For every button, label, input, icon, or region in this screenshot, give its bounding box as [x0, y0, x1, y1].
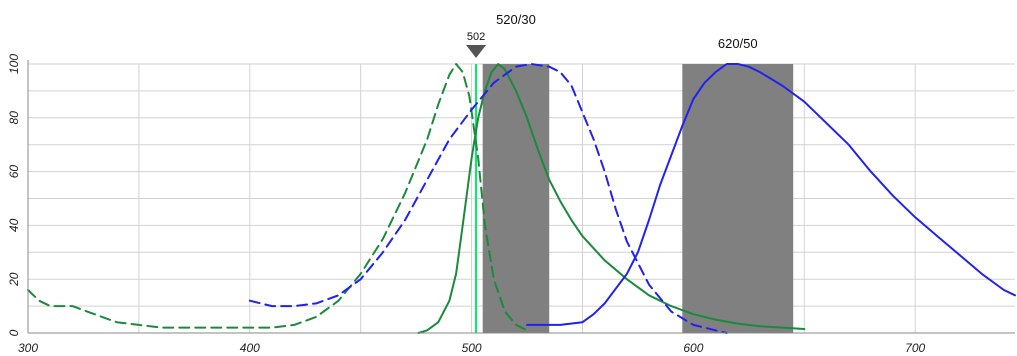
x-tick-label: 500: [462, 341, 482, 355]
y-tick-label: 100: [7, 54, 21, 74]
filter-band-1: [482, 64, 550, 333]
series-line-4: [526, 63, 1016, 326]
laser-marker-label: 502: [467, 31, 485, 43]
x-tick-label: 700: [905, 341, 925, 355]
x-tick-label: 600: [683, 341, 703, 355]
series-layer: [27, 63, 1016, 334]
y-tick-label: 80: [7, 111, 21, 125]
x-tick-label: 300: [18, 341, 38, 355]
filter-band-label: 620/50: [718, 36, 758, 51]
laser-marker-triangle: [466, 45, 487, 58]
y-tick-label: 60: [7, 165, 21, 179]
y-tick-label: 20: [7, 272, 21, 287]
filter-band-label: 520/30: [496, 12, 536, 27]
series-line-2: [417, 63, 806, 334]
x-tick-label: 400: [240, 341, 260, 355]
y-tick-label: 40: [7, 218, 21, 232]
labels-layer: 520/30 620/50 502 300 400 500 600 700 0 20 40 60 80 1…: [7, 12, 926, 355]
y-tick-label: 0: [7, 329, 21, 336]
axes-layer: [27, 60, 1015, 334]
series-line-1: [27, 63, 528, 332]
series-line-3: [248, 63, 728, 334]
filter-bands-layer: [482, 64, 794, 333]
filter-band-2: [682, 64, 794, 333]
